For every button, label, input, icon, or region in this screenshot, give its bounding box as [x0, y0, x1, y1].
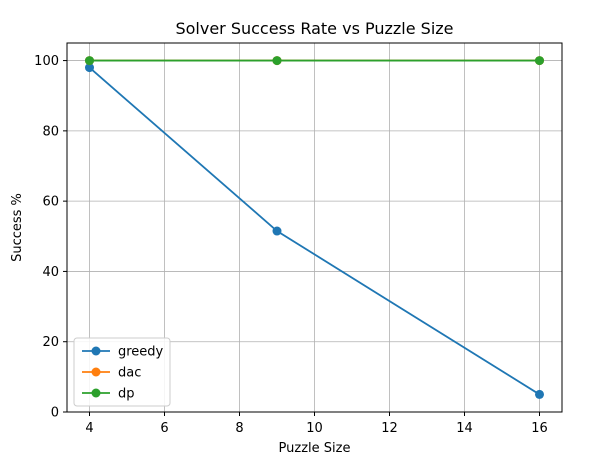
x-tick-label: 10 — [306, 421, 323, 436]
y-tick-label: 40 — [42, 265, 59, 280]
data-point-dp — [535, 56, 544, 66]
axes — [63, 42, 563, 416]
y-tick-label: 0 — [51, 406, 59, 421]
y-tick-label: 60 — [42, 195, 59, 210]
data-series — [85, 56, 544, 399]
x-tick-label: 8 — [235, 421, 243, 436]
data-point-dp — [85, 56, 94, 66]
data-point-dp — [272, 56, 282, 66]
legend-label-greedy: greedy — [118, 345, 164, 360]
legend-label-dp: dp — [118, 387, 135, 402]
data-point-greedy — [272, 226, 282, 236]
legend-label-dac: dac — [118, 366, 141, 381]
x-tick-label: 14 — [456, 421, 473, 436]
x-tick-label: 12 — [381, 421, 398, 436]
y-axis-label: Success % — [10, 193, 25, 262]
chart-title: Solver Success Rate vs Puzzle Size — [175, 19, 453, 38]
y-tick-label: 100 — [34, 54, 59, 69]
x-tick-label: 16 — [531, 421, 548, 436]
y-tick-label: 20 — [42, 335, 59, 350]
y-tick-label: 80 — [42, 124, 59, 139]
legend: greedy dac dp — [73, 337, 171, 407]
legend-marker-greedy — [91, 346, 101, 356]
legend-marker-dac — [91, 367, 101, 377]
x-axis-label: Puzzle Size — [279, 441, 351, 456]
data-point-greedy — [535, 389, 544, 399]
data-point-greedy — [85, 63, 94, 73]
x-tick-label: 4 — [85, 421, 93, 436]
tick-labels: 4 6 8 10 12 14 16 0 20 40 60 80 100 — [34, 54, 548, 436]
x-tick-label: 6 — [160, 421, 168, 436]
legend-marker-dp — [91, 388, 101, 398]
